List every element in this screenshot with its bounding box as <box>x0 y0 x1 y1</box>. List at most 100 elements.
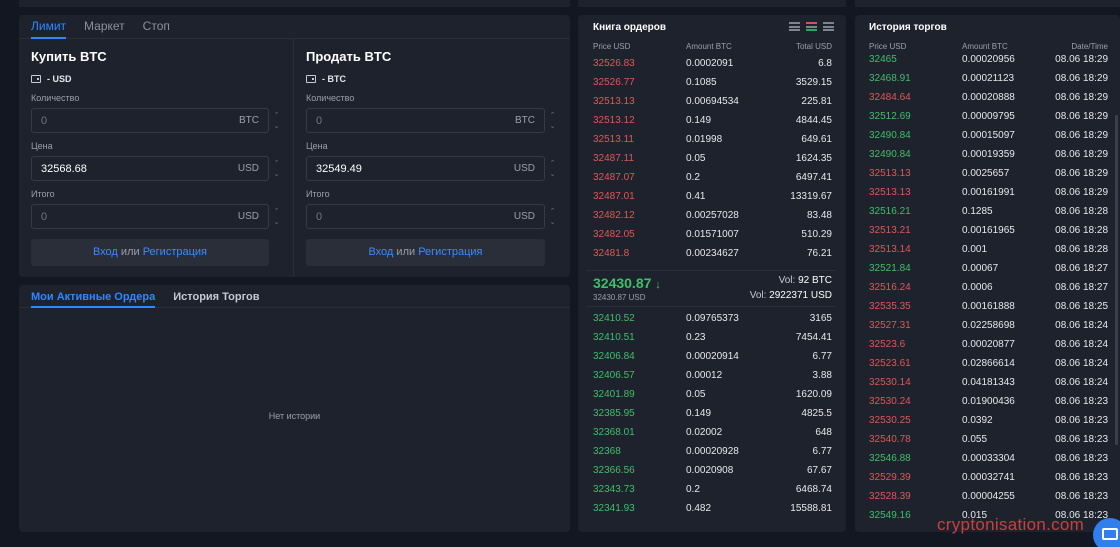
sell-qty-input[interactable]: 0 BTC <box>306 108 545 133</box>
trade-row[interactable]: 32513.21 0.00161965 08.06 18:28 <box>869 221 1108 240</box>
ask-row[interactable]: 32513.11 0.01998 649.61 <box>593 130 832 149</box>
trade-time: 08.06 18:28 <box>1055 206 1108 217</box>
trade-row[interactable]: 32516.21 0.1285 08.06 18:28 <box>869 202 1108 221</box>
trade-row[interactable]: 32468.91 0.00021123 08.06 18:29 <box>869 69 1108 88</box>
tab-my-active-orders[interactable]: Мои Активные Ордера <box>31 289 156 308</box>
ask-row[interactable]: 32487.07 0.2 6497.41 <box>593 168 832 187</box>
ask-amount: 0.2 <box>686 172 700 183</box>
chevron-up-icon[interactable]: ⌃ <box>549 159 556 167</box>
ask-row[interactable]: 32482.05 0.01571007 510.29 <box>593 225 832 244</box>
ask-row[interactable]: 32513.13 0.00694534 225.81 <box>593 92 832 111</box>
chevron-up-icon[interactable]: ⌃ <box>549 111 556 119</box>
chevron-down-icon[interactable]: ⌄ <box>273 218 280 226</box>
sell-price-stepper: ⌃ ⌄ <box>548 159 557 179</box>
trade-history-header: Price USD Amount BTC Date/Time <box>869 42 1108 52</box>
trade-row[interactable]: 32513.14 0.001 08.06 18:28 <box>869 240 1108 259</box>
sell-total-input[interactable]: 0 USD <box>306 204 545 229</box>
trade-row[interactable]: 32546.88 0.00033304 08.06 18:23 <box>869 449 1108 468</box>
ask-total: 225.81 <box>801 96 832 107</box>
chevron-down-icon[interactable]: ⌄ <box>273 122 280 130</box>
chevron-down-icon[interactable]: ⌄ <box>549 218 556 226</box>
bid-row[interactable]: 32401.89 0.05 1620.09 <box>593 385 832 404</box>
trade-row[interactable]: 32490.84 0.00019359 08.06 18:29 <box>869 145 1108 164</box>
ask-row[interactable]: 32526.77 0.1085 3529.15 <box>593 73 832 92</box>
trade-row[interactable]: 32490.84 0.00015097 08.06 18:29 <box>869 126 1108 145</box>
trade-row[interactable]: 32465 0.00020956 08.06 18:29 <box>869 50 1108 69</box>
trade-amount: 0.00004255 <box>962 491 1015 502</box>
ask-total: 6497.41 <box>795 172 832 183</box>
chevron-up-icon[interactable]: ⌃ <box>273 159 280 167</box>
buy-total-input[interactable]: 0 USD <box>31 204 269 229</box>
bid-row[interactable]: 32368 0.00020928 6.77 <box>593 442 832 461</box>
trade-row[interactable]: 32523.61 0.02866614 08.06 18:24 <box>869 354 1108 373</box>
register-link[interactable]: Регистрация <box>418 246 483 258</box>
chevron-down-icon[interactable]: ⌄ <box>549 170 556 178</box>
trade-time: 08.06 18:27 <box>1055 263 1108 274</box>
trade-row[interactable]: 32513.13 0.00161991 08.06 18:29 <box>869 183 1108 202</box>
ask-row[interactable]: 32513.12 0.149 4844.45 <box>593 111 832 130</box>
bid-row[interactable]: 32343.73 0.2 6468.74 <box>593 480 832 499</box>
bid-total: 1620.09 <box>795 389 832 400</box>
ask-total: 1624.35 <box>795 153 832 164</box>
trade-row[interactable]: 32530.25 0.0392 08.06 18:23 <box>869 411 1108 430</box>
bid-row[interactable]: 32406.57 0.00012 3.88 <box>593 366 832 385</box>
sell-qty-label: Количество <box>306 93 355 103</box>
book-asks-view-icon[interactable] <box>789 22 800 31</box>
trade-time: 08.06 18:25 <box>1055 301 1108 312</box>
sell-qty-unit: BTC <box>515 115 535 126</box>
tab-stop[interactable]: Стоп <box>142 19 170 33</box>
bid-row[interactable]: 32366.56 0.0020908 67.67 <box>593 461 832 480</box>
history-scrollbar[interactable] <box>1115 115 1118 445</box>
tab-trade-history[interactable]: История Торгов <box>173 291 260 303</box>
trade-row[interactable]: 32535.35 0.00161888 08.06 18:25 <box>869 297 1108 316</box>
chevron-down-icon[interactable]: ⌄ <box>549 122 556 130</box>
trade-row[interactable]: 32521.84 0.00067 08.06 18:27 <box>869 259 1108 278</box>
chat-button[interactable] <box>1093 518 1120 547</box>
order-book-title: Книга ордеров <box>593 22 667 33</box>
trade-row[interactable]: 32530.14 0.04181343 08.06 18:24 <box>869 373 1108 392</box>
ask-row[interactable]: 32481.8 0.00234627 76.21 <box>593 244 832 263</box>
chevron-down-icon[interactable]: ⌄ <box>273 170 280 178</box>
ask-row[interactable]: 32526.83 0.0002091 6.8 <box>593 54 832 73</box>
ask-row[interactable]: 32482.12 0.00257028 83.48 <box>593 206 832 225</box>
buy-qty-input[interactable]: 0 BTC <box>31 108 269 133</box>
book-both-view-icon[interactable] <box>806 22 817 31</box>
bid-row[interactable]: 32410.52 0.09765373 3165 <box>593 309 832 328</box>
tab-market[interactable]: Маркет <box>84 19 125 33</box>
trade-row[interactable]: 32529.39 0.00032741 08.06 18:23 <box>869 468 1108 487</box>
login-link[interactable]: Вход <box>92 246 118 258</box>
sell-price-input[interactable]: 32549.49 USD <box>306 156 545 181</box>
trade-row[interactable]: 32512.69 0.00009795 08.06 18:29 <box>869 107 1108 126</box>
sell-balance: - BTC <box>306 73 557 85</box>
bid-row[interactable]: 32385.95 0.149 4825.5 <box>593 404 832 423</box>
trade-row[interactable]: 32484.64 0.00020888 08.06 18:29 <box>869 88 1108 107</box>
trade-row[interactable]: 32527.31 0.02258698 08.06 18:24 <box>869 316 1108 335</box>
trade-amount: 0.04181343 <box>962 377 1015 388</box>
bid-row[interactable]: 32406.84 0.00020914 6.77 <box>593 347 832 366</box>
order-book-header: Price USD Amount BTC Total USD <box>593 42 832 52</box>
bid-row[interactable]: 32410.51 0.23 7454.41 <box>593 328 832 347</box>
trade-row[interactable]: 32530.24 0.01900436 08.06 18:23 <box>869 392 1108 411</box>
trade-row[interactable]: 32528.39 0.00004255 08.06 18:23 <box>869 487 1108 506</box>
chevron-up-icon[interactable]: ⌃ <box>549 207 556 215</box>
tab-limit[interactable]: Лимит <box>31 15 67 39</box>
chevron-up-icon[interactable]: ⌃ <box>273 207 280 215</box>
trade-row[interactable]: 32516.24 0.0006 08.06 18:27 <box>869 278 1108 297</box>
buy-price-input[interactable]: 32568.68 USD <box>31 156 269 181</box>
trade-row[interactable]: 32540.78 0.055 08.06 18:23 <box>869 430 1108 449</box>
buy-price-stepper: ⌃ ⌄ <box>272 159 281 179</box>
ask-row[interactable]: 32487.01 0.41 13319.67 <box>593 187 832 206</box>
ask-row[interactable]: 32487.11 0.05 1624.35 <box>593 149 832 168</box>
trade-row[interactable]: 32523.6 0.00020877 08.06 18:24 <box>869 335 1108 354</box>
trade-row[interactable]: 32549.16 0.015 08.06 18:23 <box>869 506 1108 525</box>
bid-price: 32410.52 <box>593 313 635 324</box>
bid-row[interactable]: 32368.01 0.02002 648 <box>593 423 832 442</box>
bid-total: 6468.74 <box>795 484 832 495</box>
bid-amount: 0.05 <box>686 389 706 400</box>
login-link[interactable]: Вход <box>368 246 394 258</box>
register-link[interactable]: Регистрация <box>142 246 208 258</box>
bid-row[interactable]: 32341.93 0.482 15588.81 <box>593 499 832 518</box>
book-bids-view-icon[interactable] <box>823 22 834 31</box>
trade-row[interactable]: 32513.13 0.0025657 08.06 18:29 <box>869 164 1108 183</box>
chevron-up-icon[interactable]: ⌃ <box>273 111 280 119</box>
